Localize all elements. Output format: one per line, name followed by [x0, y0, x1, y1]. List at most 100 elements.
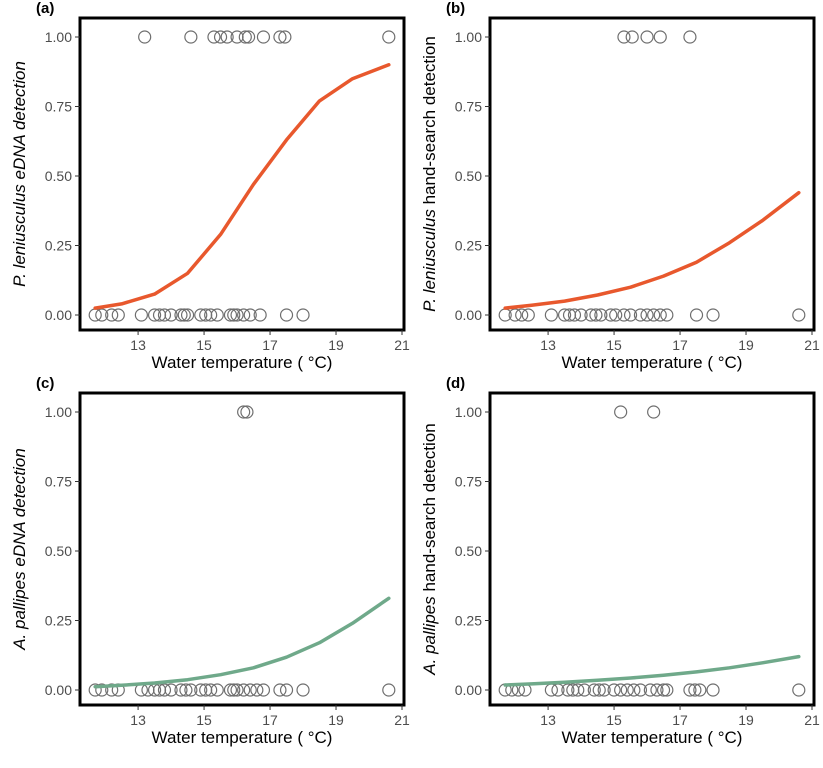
- data-point: [627, 683, 641, 697]
- data-point: [633, 683, 648, 697]
- panel-frame: [78, 391, 406, 707]
- data-point: [223, 683, 238, 697]
- y-tick-label: 0.00: [455, 682, 482, 698]
- data-point: [656, 683, 671, 697]
- fitted-curve: [503, 190, 801, 310]
- data-point: [647, 405, 661, 419]
- data-point: [650, 683, 664, 697]
- y-tick-label: 0.50: [455, 168, 482, 184]
- data-point: [220, 30, 234, 44]
- fitted-curve: [93, 63, 391, 310]
- x-tick-label: 13: [130, 337, 146, 353]
- data-point: [653, 308, 667, 322]
- data-point: [256, 30, 271, 44]
- panel-label: (a): [36, 0, 54, 17]
- x-axis-title: Water temperature ( °C): [152, 353, 333, 372]
- data-point: [164, 308, 178, 322]
- data-point: [653, 30, 667, 44]
- data-point: [592, 683, 606, 697]
- y-axis-title: P. leniusculus hand-search detection: [420, 36, 439, 312]
- y-tick-label: 0.25: [45, 613, 72, 629]
- data-point: [256, 683, 271, 697]
- data-point: [157, 683, 172, 697]
- data-point: [706, 308, 720, 322]
- data-point: [620, 683, 634, 697]
- panel-frame: [78, 16, 406, 332]
- data-point: [296, 308, 310, 322]
- data-point: [240, 405, 254, 419]
- data-point: [273, 683, 287, 697]
- x-tick-label: 19: [328, 712, 344, 728]
- y-axis-title: A. pallipes hand-search detection: [420, 423, 439, 675]
- data-point: [643, 683, 657, 697]
- data-point: [95, 683, 109, 697]
- y-tick-label: 0.50: [45, 543, 72, 559]
- data-point: [147, 308, 162, 322]
- x-tick-label: 15: [606, 712, 622, 728]
- y-axis-title-species: A. pallipes: [420, 596, 439, 676]
- x-tick-label: 21: [804, 712, 820, 728]
- y-axis-title-species: A. pallipes eDNA detection: [10, 448, 29, 651]
- data-point: [278, 30, 292, 44]
- data-point: [792, 308, 806, 322]
- data-point: [706, 683, 720, 697]
- y-tick-label: 0.00: [455, 307, 482, 323]
- x-axis-title: Water temperature ( °C): [562, 353, 743, 372]
- x-tick-label: 17: [672, 337, 688, 353]
- y-tick-label: 0.25: [45, 238, 72, 254]
- panel-label: (b): [446, 0, 465, 17]
- x-tick-label: 13: [540, 712, 556, 728]
- data-point: [623, 308, 638, 322]
- data-point: [604, 308, 618, 322]
- y-tick-label: 0.25: [455, 238, 482, 254]
- data-point: [683, 683, 697, 697]
- data-point: [688, 683, 702, 697]
- x-tick-label: 17: [672, 712, 688, 728]
- data-point: [180, 308, 195, 322]
- data-point: [640, 308, 654, 322]
- data-point: [238, 30, 252, 44]
- data-point: [227, 683, 241, 697]
- data-point: [557, 308, 572, 322]
- x-tick-label: 19: [738, 337, 754, 353]
- data-point: [689, 308, 704, 322]
- y-tick-label: 1.00: [455, 404, 482, 420]
- data-point: [250, 683, 264, 697]
- x-tick-label: 15: [196, 712, 212, 728]
- data-point: [134, 308, 148, 322]
- x-axis-title: Water temperature ( °C): [152, 728, 333, 747]
- y-axis-title-species: P. leniusculus eDNA detection: [10, 61, 29, 287]
- data-point: [184, 683, 198, 697]
- data-point: [584, 308, 598, 322]
- data-point: [223, 308, 238, 322]
- y-tick-label: 0.50: [45, 168, 72, 184]
- data-point: [111, 308, 125, 322]
- panel-d: (d) 0.00 0.25 0.50 0.75 1.00 13 15 17 19 21 Water t…: [420, 375, 820, 747]
- y-tick-label: 0.75: [45, 99, 72, 115]
- x-tick-label: 19: [328, 337, 344, 353]
- x-tick-label: 15: [196, 337, 212, 353]
- x-tick-label: 13: [130, 712, 146, 728]
- panel-frame: [488, 16, 816, 332]
- data-point: [625, 30, 639, 44]
- data-point: [567, 308, 582, 322]
- data-point: [597, 683, 611, 697]
- data-point: [607, 683, 621, 697]
- x-tick-label: 17: [262, 712, 278, 728]
- data-point: [647, 308, 661, 322]
- data-point: [614, 683, 628, 697]
- data-point: [210, 683, 224, 697]
- data-point: [589, 308, 603, 322]
- data-point: [105, 683, 119, 697]
- data-point: [204, 308, 218, 322]
- data-point: [95, 308, 109, 322]
- data-point: [683, 30, 697, 44]
- y-axis-title-rest: hand-search detection: [420, 36, 439, 209]
- data-point: [237, 405, 251, 419]
- panel-frame: [488, 391, 816, 707]
- y-tick-label: 0.75: [45, 474, 72, 490]
- y-axis-title-species: P. leniusculus: [420, 209, 439, 312]
- data-point: [521, 308, 535, 322]
- data-point: [640, 30, 654, 44]
- data-point: [660, 683, 674, 697]
